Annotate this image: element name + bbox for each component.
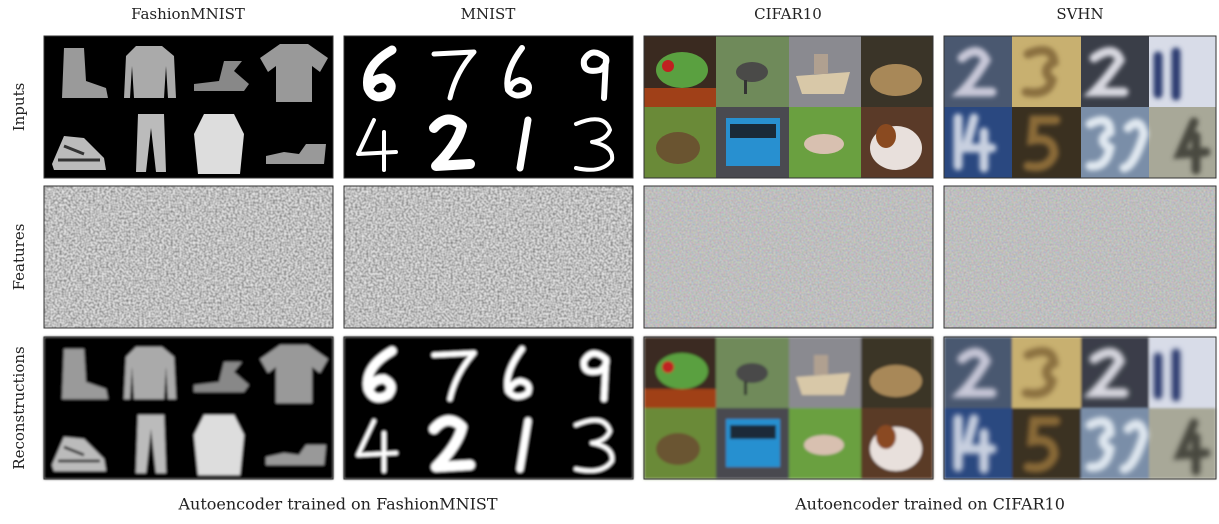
caption: Autoencoder trained on FashionMNIST bbox=[177, 495, 497, 514]
feature-map bbox=[644, 186, 933, 328]
input-image bbox=[944, 36, 1216, 178]
row-label: Features bbox=[10, 224, 28, 291]
figure: FashionMNIST MNIST CIFAR10 SVHN Inputs F… bbox=[0, 0, 1219, 520]
input-image bbox=[344, 36, 633, 178]
row-label: Inputs bbox=[10, 83, 28, 132]
reconstruction-image bbox=[344, 337, 633, 479]
reconstruction-image bbox=[44, 337, 333, 479]
row-label: Reconstructions bbox=[10, 346, 28, 469]
feature-map bbox=[44, 186, 333, 328]
input-image bbox=[44, 36, 333, 178]
reconstructions bbox=[44, 337, 1216, 479]
feature-map bbox=[344, 186, 633, 328]
column-title: CIFAR10 bbox=[754, 5, 822, 23]
feature-map bbox=[944, 186, 1216, 328]
column-title: SVHN bbox=[1056, 5, 1103, 23]
column-title: FashionMNIST bbox=[131, 5, 245, 23]
column-title: MNIST bbox=[461, 5, 516, 23]
page: {"columns": ["FashionMNIST", "MNIST", "C… bbox=[0, 0, 1219, 520]
caption: Autoencoder trained on CIFAR10 bbox=[794, 495, 1065, 514]
reconstruction-image bbox=[644, 337, 933, 479]
reconstruction-image bbox=[944, 337, 1216, 479]
input-image bbox=[644, 36, 933, 178]
